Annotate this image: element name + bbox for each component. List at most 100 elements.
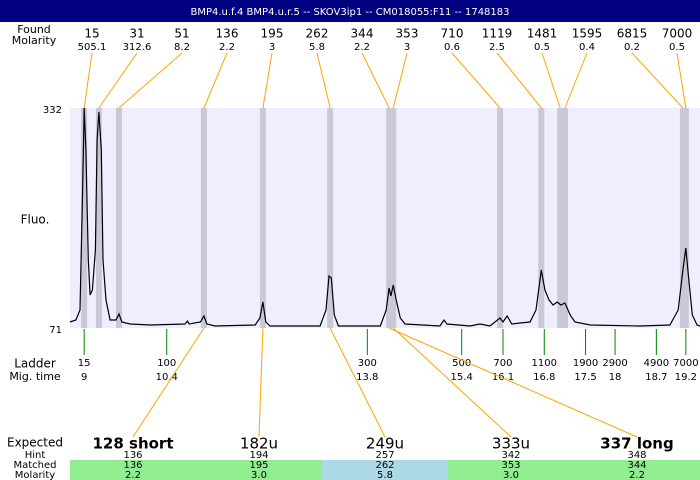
matched-cell: [196, 460, 322, 480]
peak-size: 344: [351, 27, 374, 41]
plot-area: [70, 108, 700, 328]
peak-connector: [496, 52, 542, 109]
y-tick-label: 332: [43, 105, 62, 116]
peak-size: 353: [396, 27, 419, 41]
peak-molarity: 5.8: [309, 42, 325, 53]
ladder-size: 7000: [673, 358, 698, 369]
peak-band: [557, 108, 564, 328]
hint-value: 136: [123, 450, 142, 461]
peak-band: [561, 108, 568, 328]
ladder-size: 100: [157, 358, 176, 369]
peak-molarity: 2.2: [219, 42, 235, 53]
peak-molarity: 2.2: [354, 42, 370, 53]
molarity-value: 5.8: [377, 470, 393, 480]
peak-connector: [392, 52, 408, 109]
expected-name: 333u: [492, 435, 530, 453]
ladder-time: 13.8: [356, 372, 378, 383]
molarity-value: 3.0: [503, 470, 519, 480]
hint-label: Hint: [25, 450, 46, 461]
expected-name: 249u: [366, 435, 404, 453]
peak-band: [497, 108, 504, 328]
molarity-value: 2.2: [629, 470, 645, 480]
ladder-size: 700: [493, 358, 512, 369]
ladder-time: 18: [609, 372, 622, 383]
peak-size: 710: [441, 27, 464, 41]
peak-size: 51: [174, 27, 189, 41]
matched-cell: [574, 460, 700, 480]
peak-connector: [541, 52, 561, 109]
hint-value: 257: [375, 450, 394, 461]
ladder-size: 15: [78, 358, 91, 369]
matched-cell: [448, 460, 574, 480]
header-bar: [0, 0, 700, 22]
peak-connector: [361, 52, 390, 109]
peak-header: Found: [17, 23, 51, 36]
ladder-size: 4900: [644, 358, 669, 369]
hint-value: 342: [501, 450, 520, 461]
peak-size: 15: [84, 27, 99, 41]
ladder-time: 17.5: [574, 372, 596, 383]
matched-value: 136: [123, 460, 142, 471]
matched-label: Matched: [13, 460, 56, 471]
ladder-size: 500: [452, 358, 471, 369]
peak-connector: [316, 52, 331, 109]
peak-molarity: 505.1: [78, 42, 107, 53]
peak-connector: [203, 52, 228, 109]
peak-molarity: 3: [404, 42, 410, 53]
hint-value: 194: [249, 450, 268, 461]
peak-size: 7000: [662, 27, 693, 41]
ladder-time: 15.4: [451, 372, 473, 383]
peak-size: 1481: [527, 27, 558, 41]
peak-band: [386, 108, 393, 328]
ladder-size: 1900: [573, 358, 598, 369]
peak-molarity: 0.6: [444, 42, 460, 53]
peak-connector: [564, 52, 588, 109]
ladder-time: 19.2: [675, 372, 697, 383]
ladder-time: 18.7: [645, 372, 667, 383]
expected-name: 128 short: [92, 435, 173, 453]
peak-band: [81, 108, 88, 328]
matched-value: 262: [375, 460, 394, 471]
peak-size: 136: [216, 27, 239, 41]
expected-name: 182u: [240, 435, 278, 453]
peak-band: [259, 108, 266, 328]
ladder-time: 16.8: [533, 372, 555, 383]
peak-molarity: 0.2: [624, 42, 640, 53]
peak-molarity: 3: [269, 42, 275, 53]
peak-connector: [451, 52, 501, 109]
peak-connector: [676, 52, 687, 109]
ladder-time: 9: [81, 372, 87, 383]
trace: [69, 107, 700, 327]
peak-band: [538, 108, 545, 328]
molarity-value: 3.0: [251, 470, 267, 480]
peak-connector: [262, 52, 273, 109]
peak-band: [200, 108, 207, 328]
ladder-size: 2900: [602, 358, 627, 369]
hint-value: 348: [627, 450, 646, 461]
ladder-time: 10.4: [156, 372, 178, 383]
peak-connector: [83, 52, 93, 109]
peak-size: 195: [261, 27, 284, 41]
peak-band: [95, 108, 102, 328]
peak-molarity: 8.2: [174, 42, 190, 53]
peak-molarity: 0.5: [534, 42, 550, 53]
peak-connector: [631, 52, 684, 109]
peak-molarity: 2.5: [489, 42, 505, 53]
matched-value: 195: [249, 460, 268, 471]
peak-size: 1595: [572, 27, 603, 41]
ladder-time: 16.1: [492, 372, 514, 383]
ladder-size: 1100: [532, 358, 557, 369]
peak-size: 1119: [482, 27, 513, 41]
peak-size: 31: [129, 27, 144, 41]
peak-size: 262: [306, 27, 329, 41]
ladder-label: Ladder: [14, 357, 56, 371]
expected-name: 337 long: [600, 435, 673, 453]
expected-connector: [388, 327, 638, 438]
peak-connector: [118, 52, 183, 109]
peak-size: 6815: [617, 27, 648, 41]
expected-connector: [258, 327, 264, 438]
expected-connector: [392, 327, 512, 438]
molarity-value: 2.2: [125, 470, 141, 480]
expected-connector: [132, 327, 205, 438]
peak-molarity: 0.5: [669, 42, 685, 53]
